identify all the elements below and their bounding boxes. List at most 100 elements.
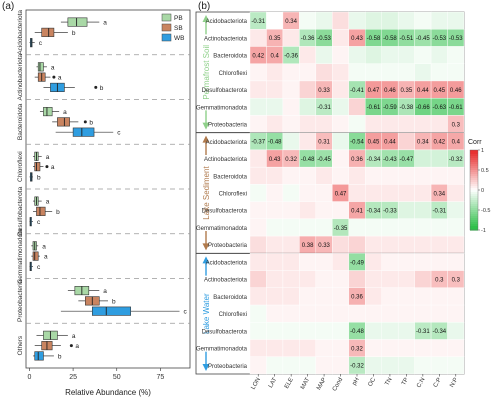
heatmap-cell [332,201,349,220]
cell-value: -0.48 [350,329,364,335]
cell-value: -0.51 [400,36,414,42]
heatmap-cell [249,115,267,133]
heatmap-cell [414,166,432,185]
box-WB: b [32,351,62,361]
heatmap-cell [397,356,415,375]
heatmap-cell [430,253,448,271]
cell-value: -0.31 [317,105,331,111]
color-legend-step [470,150,478,153]
heatmap-cell [348,46,366,64]
color-legend-step [470,202,478,205]
significance-letter: b [89,119,93,126]
box-PB: a [36,62,55,72]
column-label: LON [251,377,262,391]
heatmap-cell [430,235,448,254]
heatmap-cell [315,339,333,357]
significance-letter: a [72,333,76,340]
heatmap-cell [414,46,432,64]
box-SB: b [34,27,76,37]
cell-value: -0.33 [383,209,397,215]
heatmap-cell [266,253,284,271]
significance-letter: a [44,254,48,261]
heatmap-cell [447,356,465,375]
color-legend-title: Corr [468,139,482,146]
heatmap-cell [365,253,382,271]
row-label: Proteobacteria [208,123,248,129]
cell-value: -0.31 [416,329,430,335]
color-legend-step [470,206,478,209]
significance-letter: a [46,154,50,161]
heatmap-cell [282,132,300,151]
box-body [43,107,53,117]
box-body [72,127,95,137]
significance-letter: a [46,199,50,206]
heatmap-cell [447,287,465,306]
heatmap-cell [414,339,432,357]
cell-value: -0.66 [416,105,430,111]
heatmap-cell [447,235,465,254]
heatmap-cell [332,11,349,30]
cell-value: 0.47 [335,191,347,197]
heatmap-cell [315,201,333,220]
heatmap-cell [282,356,300,375]
heatmap-cell [381,356,399,375]
box-WB: b [43,82,104,92]
heatmap-cell [447,63,465,82]
color-legend-step [470,160,478,163]
heatmap-cell [332,132,349,151]
legend-swatch [161,33,172,42]
heatmap-cell [365,11,382,30]
box-WB: c [29,217,41,227]
heatmap-cell [249,184,267,202]
heatmap-cell [381,304,399,323]
outlier-point [52,75,56,79]
cell-value: -0.45 [416,36,430,42]
heatmap-cell [332,63,349,82]
box-WB: c [29,261,41,271]
heatmap-cell [447,184,465,202]
row-label: Proteobacteria [208,364,248,370]
heatmap-cell [249,97,267,116]
heatmap-cell [299,63,317,82]
heatmap-cell [397,63,415,82]
heatmap-cell [365,304,382,323]
heatmap-cell [299,339,317,357]
heatmap-cell [299,166,317,185]
outlier-point [45,165,49,169]
heatmap-cell [299,218,317,237]
heatmap-cell [266,166,284,185]
category-label: Bacteroidota [17,103,24,140]
heatmap-cell [282,115,300,133]
cell-value: 0.34 [285,19,297,25]
cell-value: -0.41 [350,88,364,94]
cell-value: 0.4 [271,53,280,59]
color-legend-step [470,194,478,197]
row-label: Acidobacteriota [206,19,248,25]
heatmap-cell [348,270,366,289]
significance-letter: a [58,75,62,82]
heatmap-cell [282,80,300,99]
heatmap-cell [447,339,465,357]
section-arrow-head-up [202,256,210,264]
heatmap-cell [249,270,267,289]
heatmap-cell [315,115,333,133]
color-legend-step [470,204,478,207]
section-arrow-head-down [202,243,210,251]
box-SB: b [52,117,93,127]
color-legend-step [470,192,478,195]
section-label-bg [200,34,212,111]
heatmap-cell [332,304,349,323]
heatmap-cell [282,29,300,47]
heatmap-cell [381,218,399,237]
color-legend-step [470,220,478,223]
heatmap-cell [315,287,333,306]
heatmap-cell [315,356,333,375]
heatmap-cell [430,356,448,375]
color-legend-step [470,152,478,155]
box-body [32,251,39,261]
column-label: TN [384,377,393,387]
column-label: ELE [284,377,295,390]
row-label: Acidobacteriota [206,140,248,146]
color-legend-step [470,184,478,187]
heatmap-cell [381,11,399,30]
